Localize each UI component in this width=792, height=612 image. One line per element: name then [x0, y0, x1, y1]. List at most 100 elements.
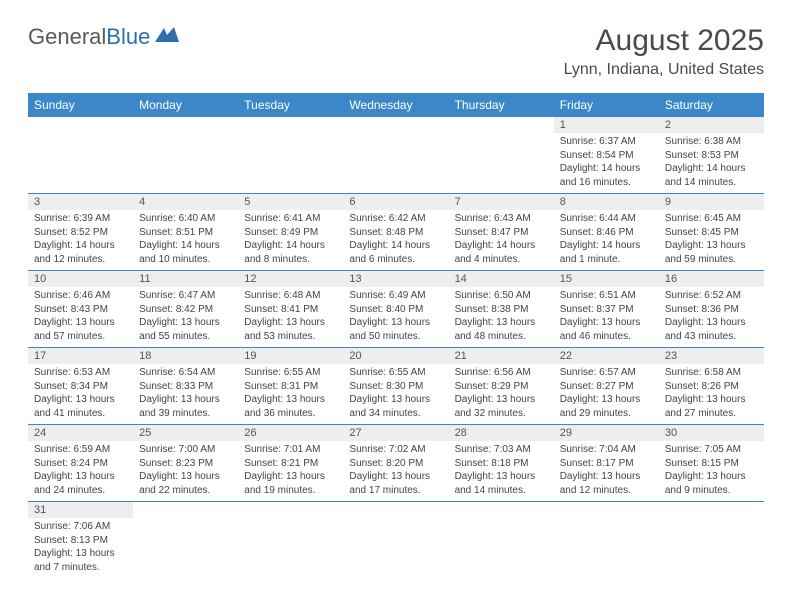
sunset-text: Sunset: 8:54 PM [560, 149, 653, 163]
calendar-cell: 25Sunrise: 7:00 AMSunset: 8:23 PMDayligh… [133, 425, 238, 502]
daylight-text: Daylight: 13 hours and 12 minutes. [560, 470, 653, 497]
day-number: 14 [449, 271, 554, 287]
sunrise-text: Sunrise: 6:40 AM [139, 212, 232, 226]
day-number: 20 [343, 348, 448, 364]
sunrise-text: Sunrise: 6:54 AM [139, 366, 232, 380]
sunrise-text: Sunrise: 6:46 AM [34, 289, 127, 303]
calendar-cell [449, 117, 554, 194]
sunset-text: Sunset: 8:41 PM [244, 303, 337, 317]
calendar-cell [133, 502, 238, 579]
sunrise-text: Sunrise: 6:37 AM [560, 135, 653, 149]
day-number: 31 [28, 502, 133, 518]
calendar-cell: 23Sunrise: 6:58 AMSunset: 8:26 PMDayligh… [659, 348, 764, 425]
sunrise-text: Sunrise: 6:58 AM [665, 366, 758, 380]
day-number: 13 [343, 271, 448, 287]
sunset-text: Sunset: 8:23 PM [139, 457, 232, 471]
daylight-text: Daylight: 13 hours and 29 minutes. [560, 393, 653, 420]
month-title: August 2025 [564, 24, 764, 57]
sunrise-text: Sunrise: 7:03 AM [455, 443, 548, 457]
sunrise-text: Sunrise: 7:02 AM [349, 443, 442, 457]
day-number: 29 [554, 425, 659, 441]
sunrise-text: Sunrise: 6:59 AM [34, 443, 127, 457]
calendar-cell: 27Sunrise: 7:02 AMSunset: 8:20 PMDayligh… [343, 425, 448, 502]
calendar-cell: 9Sunrise: 6:45 AMSunset: 8:45 PMDaylight… [659, 194, 764, 271]
daylight-text: Daylight: 13 hours and 57 minutes. [34, 316, 127, 343]
day-details: Sunrise: 7:03 AMSunset: 8:18 PMDaylight:… [449, 441, 554, 501]
day-header: Tuesday [238, 93, 343, 117]
daylight-text: Daylight: 14 hours and 16 minutes. [560, 162, 653, 189]
sunrise-text: Sunrise: 6:43 AM [455, 212, 548, 226]
sunset-text: Sunset: 8:15 PM [665, 457, 758, 471]
day-details: Sunrise: 6:56 AMSunset: 8:29 PMDaylight:… [449, 364, 554, 424]
day-details: Sunrise: 6:45 AMSunset: 8:45 PMDaylight:… [659, 210, 764, 270]
sunrise-text: Sunrise: 6:47 AM [139, 289, 232, 303]
day-header: Thursday [449, 93, 554, 117]
day-number: 2 [659, 117, 764, 133]
logo: GeneralBlue [28, 24, 180, 50]
sunset-text: Sunset: 8:46 PM [560, 226, 653, 240]
daylight-text: Daylight: 13 hours and 32 minutes. [455, 393, 548, 420]
day-header: Wednesday [343, 93, 448, 117]
day-number: 25 [133, 425, 238, 441]
daylight-text: Daylight: 14 hours and 10 minutes. [139, 239, 232, 266]
calendar-cell: 18Sunrise: 6:54 AMSunset: 8:33 PMDayligh… [133, 348, 238, 425]
calendar-cell [343, 502, 448, 579]
day-header: Sunday [28, 93, 133, 117]
day-details: Sunrise: 6:59 AMSunset: 8:24 PMDaylight:… [28, 441, 133, 501]
sunset-text: Sunset: 8:24 PM [34, 457, 127, 471]
calendar-row: 3Sunrise: 6:39 AMSunset: 8:52 PMDaylight… [28, 194, 764, 271]
calendar-cell: 20Sunrise: 6:55 AMSunset: 8:30 PMDayligh… [343, 348, 448, 425]
sunset-text: Sunset: 8:42 PM [139, 303, 232, 317]
daylight-text: Daylight: 13 hours and 48 minutes. [455, 316, 548, 343]
daylight-text: Daylight: 13 hours and 36 minutes. [244, 393, 337, 420]
day-number: 6 [343, 194, 448, 210]
logo-text-2: Blue [106, 24, 150, 50]
sunrise-text: Sunrise: 6:45 AM [665, 212, 758, 226]
sunrise-text: Sunrise: 6:51 AM [560, 289, 653, 303]
day-number: 30 [659, 425, 764, 441]
sunset-text: Sunset: 8:30 PM [349, 380, 442, 394]
calendar-cell: 28Sunrise: 7:03 AMSunset: 8:18 PMDayligh… [449, 425, 554, 502]
day-details: Sunrise: 6:47 AMSunset: 8:42 PMDaylight:… [133, 287, 238, 347]
calendar-cell: 19Sunrise: 6:55 AMSunset: 8:31 PMDayligh… [238, 348, 343, 425]
calendar-row: 31Sunrise: 7:06 AMSunset: 8:13 PMDayligh… [28, 502, 764, 579]
calendar-cell: 13Sunrise: 6:49 AMSunset: 8:40 PMDayligh… [343, 271, 448, 348]
day-details: Sunrise: 6:39 AMSunset: 8:52 PMDaylight:… [28, 210, 133, 270]
calendar-cell: 26Sunrise: 7:01 AMSunset: 8:21 PMDayligh… [238, 425, 343, 502]
logo-icon [154, 23, 180, 49]
sunrise-text: Sunrise: 6:56 AM [455, 366, 548, 380]
day-details: Sunrise: 6:50 AMSunset: 8:38 PMDaylight:… [449, 287, 554, 347]
day-header: Friday [554, 93, 659, 117]
day-details: Sunrise: 6:58 AMSunset: 8:26 PMDaylight:… [659, 364, 764, 424]
day-header: Monday [133, 93, 238, 117]
day-details: Sunrise: 7:02 AMSunset: 8:20 PMDaylight:… [343, 441, 448, 501]
daylight-text: Daylight: 13 hours and 55 minutes. [139, 316, 232, 343]
calendar-cell: 6Sunrise: 6:42 AMSunset: 8:48 PMDaylight… [343, 194, 448, 271]
calendar-cell [659, 502, 764, 579]
daylight-text: Daylight: 13 hours and 24 minutes. [34, 470, 127, 497]
sunset-text: Sunset: 8:48 PM [349, 226, 442, 240]
day-number: 19 [238, 348, 343, 364]
day-details: Sunrise: 6:52 AMSunset: 8:36 PMDaylight:… [659, 287, 764, 347]
sunset-text: Sunset: 8:40 PM [349, 303, 442, 317]
day-details: Sunrise: 6:55 AMSunset: 8:31 PMDaylight:… [238, 364, 343, 424]
day-details: Sunrise: 6:40 AMSunset: 8:51 PMDaylight:… [133, 210, 238, 270]
sunset-text: Sunset: 8:21 PM [244, 457, 337, 471]
calendar-cell [133, 117, 238, 194]
calendar-cell [343, 117, 448, 194]
daylight-text: Daylight: 14 hours and 1 minute. [560, 239, 653, 266]
sunset-text: Sunset: 8:36 PM [665, 303, 758, 317]
day-number: 28 [449, 425, 554, 441]
day-details: Sunrise: 6:44 AMSunset: 8:46 PMDaylight:… [554, 210, 659, 270]
sunset-text: Sunset: 8:31 PM [244, 380, 337, 394]
day-details: Sunrise: 6:54 AMSunset: 8:33 PMDaylight:… [133, 364, 238, 424]
day-header: Saturday [659, 93, 764, 117]
sunset-text: Sunset: 8:33 PM [139, 380, 232, 394]
day-number: 21 [449, 348, 554, 364]
daylight-text: Daylight: 14 hours and 12 minutes. [34, 239, 127, 266]
sunset-text: Sunset: 8:27 PM [560, 380, 653, 394]
sunset-text: Sunset: 8:52 PM [34, 226, 127, 240]
sunset-text: Sunset: 8:34 PM [34, 380, 127, 394]
sunset-text: Sunset: 8:17 PM [560, 457, 653, 471]
day-number: 7 [449, 194, 554, 210]
